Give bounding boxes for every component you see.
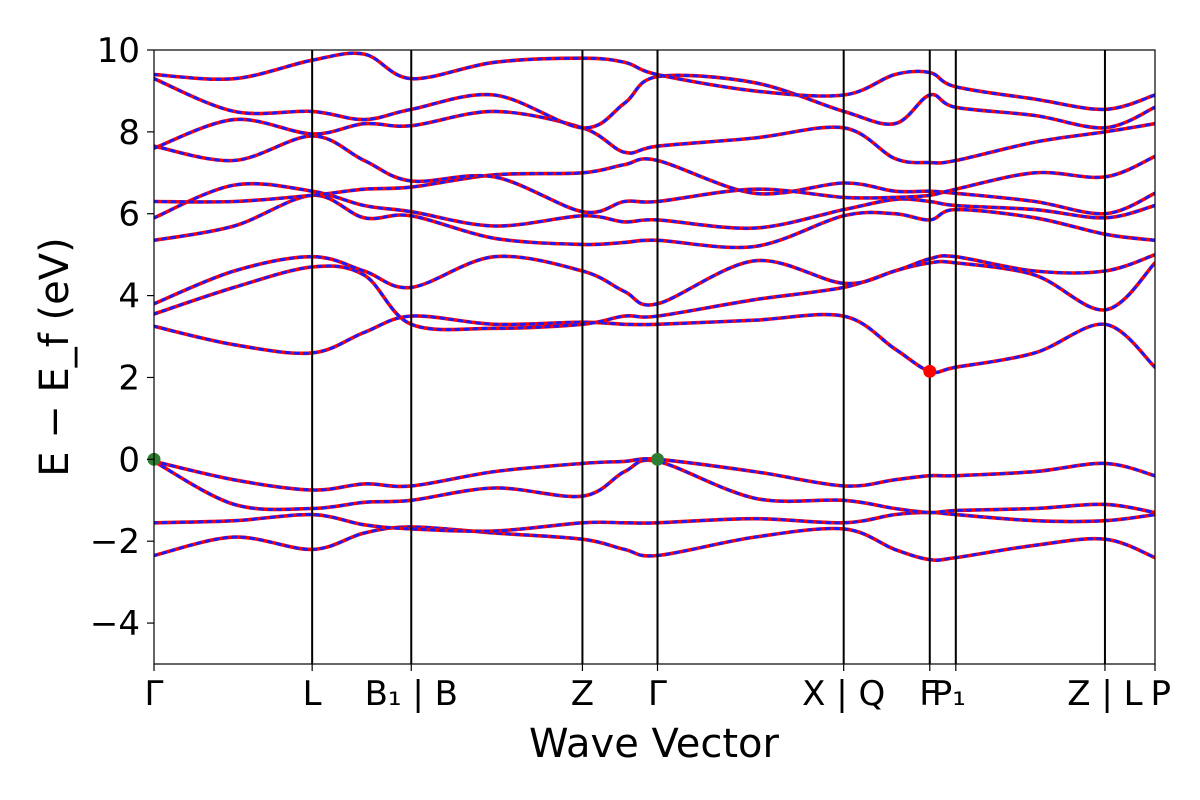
band-6-projected-line — [154, 260, 1155, 332]
y-tick-label-2: 0 — [118, 440, 140, 480]
marker-cbm-2 — [923, 364, 937, 378]
band-10-projected-line — [154, 157, 1155, 216]
y-axis-ticks: −4 −2 0 2 4 6 8 10 — [90, 31, 154, 644]
band-3-projected-line — [154, 458, 1155, 515]
band-10-line — [154, 157, 1155, 216]
x-tick-label-2: B₁ | B — [365, 674, 458, 714]
bands-layer — [154, 51, 1155, 563]
x-tick-label-8: Z | L — [1067, 674, 1142, 714]
x-tick-label-4: Γ — [648, 674, 667, 714]
x-tick-label-0: Γ — [145, 674, 164, 714]
y-tick-label-5: 6 — [118, 195, 140, 235]
y-tick-label-0: −4 — [90, 604, 140, 644]
y-axis-title: E − E_f (eV) — [32, 237, 78, 476]
band-1-line — [154, 525, 1155, 563]
band-6-line — [154, 259, 1155, 332]
y-tick-label-4: 4 — [118, 277, 140, 317]
x-tick-label-7: P₁ — [932, 674, 966, 714]
band-13-projected-line — [154, 73, 1155, 130]
x-tick-label-3: Z — [571, 674, 594, 714]
y-tick-label-3: 2 — [118, 358, 140, 398]
band-5-line — [154, 312, 1155, 375]
y-tick-label-6: 8 — [118, 113, 140, 153]
band-13-line — [154, 73, 1155, 130]
x-tick-label-9: P — [1150, 674, 1171, 714]
x-axis-title: Wave Vector — [529, 721, 780, 767]
y-tick-label-1: −2 — [90, 522, 140, 562]
x-tick-label-6: F — [919, 674, 939, 714]
extrema-markers — [147, 364, 937, 466]
x-tick-label-5: X | Q — [802, 674, 885, 714]
band-2-line — [154, 510, 1155, 534]
marker-vbm-1 — [651, 452, 665, 466]
y-tick-label-7: 10 — [97, 31, 140, 71]
band-14-projected-line — [154, 51, 1155, 111]
high-symmetry-lines — [311, 50, 1106, 664]
band-9-projected-line — [154, 182, 1155, 230]
band-7-projected-line — [154, 253, 1155, 307]
band-7-line — [154, 252, 1155, 307]
plot-frame — [153, 49, 1156, 665]
x-tick-label-1: L — [303, 674, 322, 714]
band-3-line — [154, 458, 1155, 515]
